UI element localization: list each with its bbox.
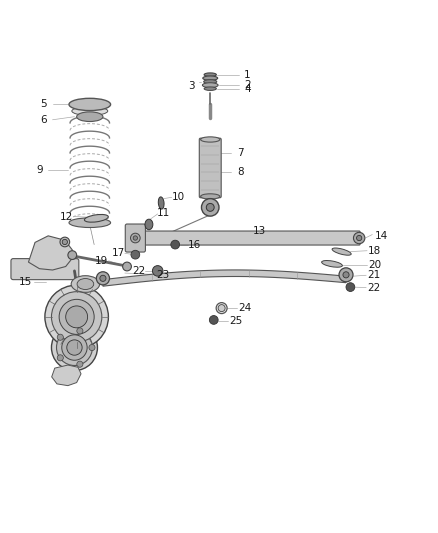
Text: 1: 1 [244, 70, 251, 79]
Ellipse shape [57, 329, 92, 366]
Text: 24: 24 [238, 303, 251, 313]
Text: 17: 17 [112, 248, 125, 259]
Ellipse shape [321, 261, 343, 267]
Ellipse shape [62, 239, 67, 245]
Polygon shape [52, 365, 81, 386]
Ellipse shape [59, 300, 94, 334]
Circle shape [131, 251, 140, 259]
Ellipse shape [100, 275, 106, 281]
Ellipse shape [203, 76, 218, 80]
Text: 13: 13 [253, 226, 266, 236]
Text: 10: 10 [172, 192, 185, 203]
FancyBboxPatch shape [135, 231, 360, 245]
Circle shape [346, 282, 355, 292]
Ellipse shape [357, 236, 362, 241]
Ellipse shape [201, 137, 220, 142]
FancyBboxPatch shape [199, 138, 221, 198]
Ellipse shape [45, 285, 108, 349]
Text: 20: 20 [368, 260, 381, 270]
Text: 19: 19 [95, 256, 108, 266]
Ellipse shape [216, 303, 227, 313]
Ellipse shape [158, 197, 164, 209]
Ellipse shape [353, 232, 365, 244]
Circle shape [57, 334, 64, 340]
Ellipse shape [204, 73, 216, 76]
Circle shape [201, 199, 219, 216]
Polygon shape [103, 270, 346, 286]
Ellipse shape [52, 325, 97, 370]
Circle shape [152, 265, 163, 276]
Ellipse shape [85, 214, 108, 222]
Text: 9: 9 [36, 165, 43, 175]
Circle shape [171, 240, 180, 249]
Text: 15: 15 [19, 277, 32, 287]
Ellipse shape [69, 98, 110, 110]
Ellipse shape [66, 306, 88, 328]
Ellipse shape [68, 251, 77, 260]
Ellipse shape [133, 236, 138, 240]
Circle shape [77, 328, 83, 334]
Text: 16: 16 [188, 240, 201, 249]
Ellipse shape [72, 107, 108, 115]
Circle shape [57, 355, 64, 361]
Text: 11: 11 [157, 208, 170, 218]
Text: 12: 12 [60, 212, 73, 222]
Text: 22: 22 [133, 266, 146, 276]
Ellipse shape [67, 340, 82, 355]
Text: 6: 6 [40, 115, 47, 125]
Ellipse shape [201, 194, 220, 199]
Text: 22: 22 [367, 282, 381, 293]
Circle shape [218, 304, 225, 312]
Ellipse shape [77, 112, 103, 122]
Text: 25: 25 [229, 316, 242, 326]
Text: 14: 14 [374, 231, 388, 241]
Ellipse shape [204, 80, 217, 84]
Ellipse shape [77, 279, 94, 289]
Text: 5: 5 [40, 100, 47, 109]
Text: 21: 21 [367, 270, 381, 280]
Ellipse shape [339, 268, 353, 282]
Text: 8: 8 [237, 167, 244, 177]
Text: 2: 2 [244, 80, 251, 90]
Ellipse shape [202, 83, 218, 87]
Ellipse shape [71, 276, 99, 292]
Ellipse shape [145, 219, 153, 230]
Ellipse shape [69, 218, 110, 228]
Text: 7: 7 [237, 148, 244, 158]
FancyBboxPatch shape [125, 224, 145, 252]
Ellipse shape [51, 292, 102, 342]
Text: 4: 4 [244, 84, 251, 94]
Circle shape [209, 316, 218, 324]
Text: 3: 3 [188, 81, 195, 91]
Ellipse shape [96, 272, 110, 285]
Ellipse shape [62, 335, 87, 360]
FancyBboxPatch shape [11, 259, 79, 280]
Circle shape [89, 344, 95, 351]
Ellipse shape [131, 233, 140, 243]
Ellipse shape [123, 262, 131, 271]
Polygon shape [28, 236, 72, 270]
Circle shape [206, 204, 214, 211]
Text: 18: 18 [368, 246, 381, 256]
Ellipse shape [332, 248, 351, 255]
Ellipse shape [60, 237, 70, 247]
Circle shape [77, 361, 83, 367]
Ellipse shape [204, 87, 216, 91]
Text: 23: 23 [156, 270, 170, 280]
Ellipse shape [343, 272, 349, 278]
